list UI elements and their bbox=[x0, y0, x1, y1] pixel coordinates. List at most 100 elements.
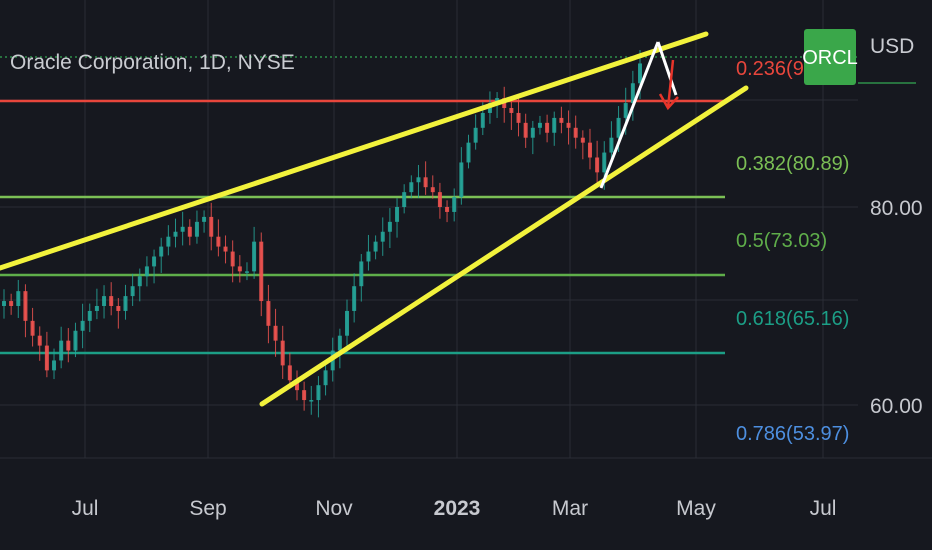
fibonacci-labels: 0.236(90. 0.382(80.89) 0.5(73.03) 0.618(65.… bbox=[736, 58, 849, 445]
fib-level-label: 0.5(73.03) bbox=[736, 230, 827, 252]
fib-level-label: 0.786(53.97) bbox=[736, 423, 849, 445]
candlestick-series bbox=[2, 49, 642, 418]
candle-body bbox=[144, 266, 149, 277]
time-tick-label: 2023 bbox=[434, 497, 481, 520]
candle-body bbox=[166, 236, 171, 247]
candle-body bbox=[566, 122, 571, 128]
candle-body bbox=[473, 127, 478, 143]
candle-body bbox=[2, 301, 6, 306]
candle-body bbox=[173, 231, 178, 237]
candle-body bbox=[302, 390, 307, 401]
candle-body bbox=[73, 330, 78, 351]
candle-body bbox=[609, 137, 614, 153]
candle-body bbox=[209, 216, 214, 237]
candle-body bbox=[223, 246, 228, 252]
candle-body bbox=[16, 291, 21, 306]
fib-level-label: 0.382(80.89) bbox=[736, 153, 849, 175]
price-tick-label: 60.00 bbox=[870, 395, 923, 418]
candle-body bbox=[287, 365, 292, 381]
time-tick-label: Jul bbox=[810, 497, 837, 520]
candle-body bbox=[423, 177, 428, 188]
candle-body bbox=[309, 400, 314, 402]
symbol-badge[interactable]: ORCL bbox=[802, 29, 858, 85]
candle-body bbox=[152, 256, 157, 267]
projection-line bbox=[656, 41, 678, 96]
candle-body bbox=[194, 221, 199, 237]
candle-body bbox=[266, 301, 271, 326]
price-axis-ticks: 80.00 60.00 bbox=[870, 197, 923, 418]
candle-body bbox=[323, 370, 328, 386]
candle-body bbox=[623, 103, 628, 118]
candle-body bbox=[452, 197, 457, 212]
currency-label: USD bbox=[870, 35, 914, 58]
candle-body bbox=[59, 340, 64, 361]
candle-body bbox=[416, 177, 421, 183]
candle-body bbox=[337, 335, 342, 351]
candle-body bbox=[580, 137, 585, 143]
candle-body bbox=[187, 226, 192, 237]
time-tick-label: Nov bbox=[315, 497, 353, 520]
candle-body bbox=[537, 122, 542, 128]
candle-body bbox=[23, 291, 28, 321]
price-tick-label: 80.00 bbox=[870, 197, 923, 220]
candle-body bbox=[409, 182, 414, 193]
candle-body bbox=[273, 325, 278, 341]
candle-body bbox=[230, 251, 235, 267]
time-tick-label: Mar bbox=[552, 497, 588, 520]
fib-level-label: 0.618(65.16) bbox=[736, 308, 849, 330]
candle-body bbox=[44, 345, 49, 371]
lower-wedge-line bbox=[259, 85, 749, 407]
candle-body bbox=[602, 152, 607, 173]
candle-body bbox=[552, 117, 557, 133]
candle-body bbox=[523, 122, 528, 138]
candle-body bbox=[359, 261, 364, 287]
candle-body bbox=[294, 380, 299, 391]
candle-body bbox=[630, 83, 635, 104]
candle-body bbox=[52, 360, 57, 371]
candle-body bbox=[402, 192, 407, 207]
candle-body bbox=[509, 108, 514, 113]
candle-body bbox=[352, 286, 357, 311]
candle-body bbox=[137, 276, 142, 287]
candle-body bbox=[587, 142, 592, 158]
candle-body bbox=[280, 340, 285, 366]
candle-body bbox=[495, 98, 500, 104]
candle-body bbox=[259, 241, 264, 302]
candle-body bbox=[480, 112, 485, 128]
impulse-line bbox=[599, 41, 660, 189]
symbol-badge-label: ORCL bbox=[802, 47, 858, 69]
candle-body bbox=[216, 236, 221, 247]
candle-body bbox=[366, 251, 371, 262]
fib-level-label: 0.236(90. bbox=[736, 58, 821, 80]
candle-body bbox=[616, 117, 621, 138]
symbol-badge-background bbox=[804, 29, 856, 85]
candle-body bbox=[159, 246, 164, 257]
down-arrow bbox=[658, 59, 679, 111]
candle-body bbox=[345, 310, 350, 336]
time-tick-label: May bbox=[676, 497, 716, 520]
candle-body bbox=[466, 142, 471, 163]
candle-body bbox=[395, 207, 400, 222]
candle-body bbox=[123, 296, 128, 311]
candle-body bbox=[244, 271, 249, 273]
candle-body bbox=[130, 286, 135, 297]
symbol-title: Oracle Corporation, 1D, NYSE bbox=[10, 51, 295, 74]
candle-body bbox=[316, 385, 321, 401]
candle-body bbox=[87, 310, 92, 321]
candle-body bbox=[573, 127, 578, 138]
candle-body bbox=[94, 306, 99, 311]
candle-body bbox=[37, 335, 42, 346]
candle-body bbox=[437, 192, 442, 207]
time-tick-label: Jul bbox=[72, 497, 99, 520]
candle-body bbox=[80, 320, 85, 331]
candle-body bbox=[516, 112, 521, 123]
candle-body bbox=[252, 241, 257, 272]
candle-body bbox=[380, 231, 385, 242]
trend-drawings bbox=[0, 31, 749, 407]
candle-body bbox=[459, 162, 464, 198]
candle-body bbox=[66, 340, 71, 351]
candle-body bbox=[116, 306, 121, 311]
candle-body bbox=[102, 296, 107, 306]
